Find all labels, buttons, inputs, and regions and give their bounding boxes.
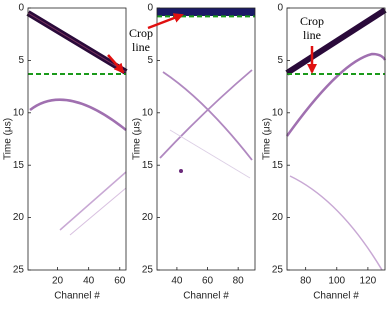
x-tick-label: 40 [83, 276, 95, 287]
x-tick-label: 20 [52, 276, 64, 287]
x-axis-label: Channel # [313, 291, 359, 302]
waveforms [26, 7, 387, 271]
y-tick-label: 0 [18, 3, 24, 14]
x-tick-label: 60 [114, 276, 126, 287]
annotation: Crop [300, 14, 324, 28]
y-tick-label: 0 [147, 3, 153, 14]
y-tick-label: 10 [272, 107, 284, 118]
annotation: Crop [129, 26, 153, 40]
x-tick-label: 40 [171, 276, 183, 287]
y-tick-label: 20 [272, 212, 284, 223]
x-tick-label: 100 [328, 276, 345, 287]
y-tick-label: 20 [142, 212, 154, 223]
y-axis-label: Time (μs) [3, 118, 14, 160]
x-tick-label: 60 [202, 276, 214, 287]
axes-box [286, 7, 386, 271]
y-tick-label: 15 [13, 160, 25, 171]
arrow [107, 54, 125, 74]
x-tick-label: 80 [233, 276, 245, 287]
y-tick-label: 5 [18, 55, 24, 66]
y-tick-label: 15 [272, 160, 284, 171]
x-axis-label: Channel # [183, 291, 229, 302]
y-tick-label: 5 [277, 55, 283, 66]
y-tick-label: 25 [142, 265, 154, 276]
arrow [147, 13, 184, 30]
y-tick-label: 0 [277, 3, 283, 14]
y-tick-label: 20 [13, 212, 25, 223]
y-tick-label: 25 [272, 265, 284, 276]
annotation: line [303, 28, 321, 42]
axes-box [27, 7, 127, 271]
axes-box [156, 7, 256, 271]
y-tick-label: 25 [13, 265, 25, 276]
y-axis-label: Time (μs) [262, 118, 273, 160]
x-tick-label: 80 [300, 276, 312, 287]
y-axis-label: Time (μs) [132, 118, 143, 160]
y-tick-label: 10 [142, 107, 154, 118]
x-tick-label: 120 [360, 276, 377, 287]
y-tick-label: 10 [13, 107, 25, 118]
y-tick-label: 5 [147, 55, 153, 66]
annotation: line [132, 40, 150, 54]
y-tick-label: 15 [142, 160, 154, 171]
x-axis-label: Channel # [54, 291, 100, 302]
